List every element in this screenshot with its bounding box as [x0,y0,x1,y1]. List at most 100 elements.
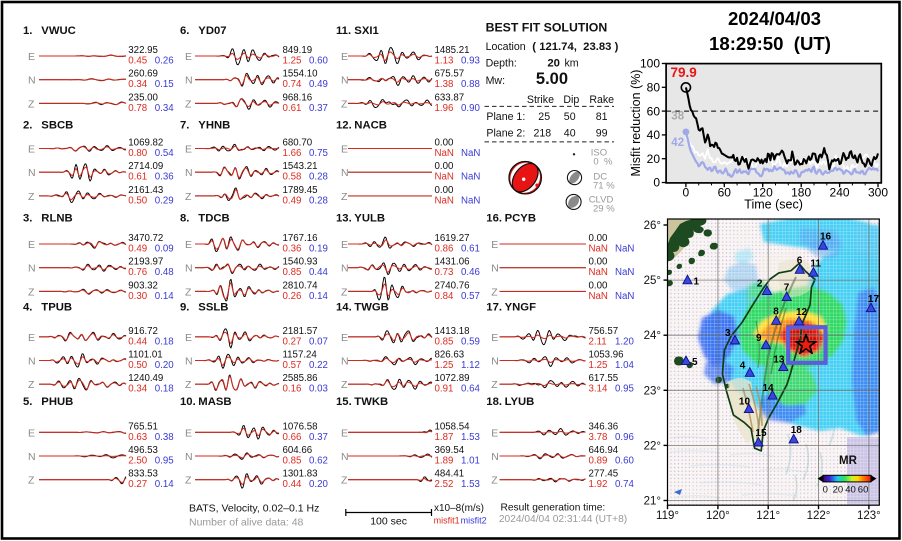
svg-text:Z: Z [341,98,348,110]
svg-text:N: N [341,167,349,179]
svg-text:NaN: NaN [615,291,634,302]
svg-text:756.57: 756.57 [589,326,619,337]
svg-text:N: N [491,356,499,368]
svg-text:2.50: 2.50 [128,456,147,467]
svg-text:1.53: 1.53 [461,479,480,490]
svg-text:122°: 122° [807,510,831,522]
svg-text:2024/04/04 02:31:44 (UT+8): 2024/04/04 02:31:44 (UT+8) [499,514,627,525]
svg-text:240: 240 [830,186,850,200]
svg-text:346.36: 346.36 [589,421,619,432]
svg-text:misfit2: misfit2 [461,516,487,526]
svg-text:7: 7 [784,283,790,294]
svg-text:E: E [341,427,348,439]
svg-text:N: N [185,167,193,179]
svg-text:38: 38 [671,111,684,123]
svg-text:Z: Z [28,475,35,487]
svg-text:8.: 8. [180,213,189,225]
svg-text:Time (sec): Time (sec) [744,198,803,212]
svg-text:80: 80 [647,81,661,95]
svg-text:7.: 7. [180,120,189,132]
svg-text:5: 5 [692,357,698,368]
svg-text:YULB: YULB [354,213,385,225]
svg-text:E: E [491,332,498,344]
svg-text:Z: Z [28,191,35,203]
svg-text:0.84: 0.84 [435,291,454,302]
svg-text:NaN: NaN [461,195,480,206]
svg-text:0.93: 0.93 [461,56,480,67]
svg-text:0.00: 0.00 [435,185,454,196]
svg-text:1053.96: 1053.96 [589,350,624,361]
svg-text:1540.93: 1540.93 [283,257,318,268]
svg-text:LYUB: LYUB [505,396,535,408]
svg-text:0.49: 0.49 [128,244,147,255]
svg-text:2.11: 2.11 [589,336,607,347]
svg-text:E: E [341,144,348,156]
svg-text:646.94: 646.94 [589,445,619,456]
svg-text:YNGF: YNGF [505,302,536,314]
svg-text:0.61: 0.61 [128,172,147,183]
svg-text:E: E [185,239,192,251]
svg-text:0: 0 [683,186,690,200]
svg-text:100: 100 [640,57,660,71]
svg-text:1413.18: 1413.18 [435,326,470,337]
svg-text:VWUC: VWUC [41,25,76,37]
svg-text:N: N [341,451,349,463]
svg-text:1076.58: 1076.58 [283,421,318,432]
svg-text:1.01: 1.01 [461,456,480,467]
svg-text:0.28: 0.28 [309,195,328,206]
svg-text:1554.10: 1554.10 [283,69,319,80]
svg-text:0.34: 0.34 [128,79,147,90]
svg-text:119°: 119° [656,510,679,522]
svg-text:180: 180 [791,186,811,200]
svg-text:Z: Z [185,191,192,203]
svg-text:1.96: 1.96 [435,103,454,114]
svg-text:NaN: NaN [461,148,480,159]
svg-text:0.37: 0.37 [309,432,328,443]
svg-text:2.52: 2.52 [435,479,454,490]
svg-text:11: 11 [810,258,821,269]
svg-text:1485.21: 1485.21 [435,45,470,56]
svg-text:0.00: 0.00 [589,233,608,244]
svg-text:13: 13 [773,355,785,366]
svg-text:1767.16: 1767.16 [283,233,318,244]
svg-text:765.51: 765.51 [128,421,158,432]
svg-text:0.18: 0.18 [155,384,174,395]
svg-text:0.61: 0.61 [461,244,480,255]
svg-text:3: 3 [725,328,731,339]
svg-text:8: 8 [773,306,779,317]
svg-text:40: 40 [564,128,576,140]
svg-text:0.89: 0.89 [589,456,608,467]
svg-text:2714.09: 2714.09 [128,161,163,172]
svg-text:123°: 123° [857,510,881,522]
svg-text:2.: 2. [23,120,32,132]
svg-text:0.75: 0.75 [309,148,328,159]
svg-text:4: 4 [740,360,746,371]
svg-text:0.45: 0.45 [128,56,147,67]
svg-text:0.88: 0.88 [461,79,480,90]
svg-text:YD07: YD07 [198,25,226,37]
svg-text:50: 50 [564,111,576,123]
svg-text:Z: Z [185,98,192,110]
svg-text:0.60: 0.60 [615,456,634,467]
svg-text:0.15: 0.15 [155,79,174,90]
svg-text:916.72: 916.72 [128,326,158,337]
svg-text:0.18: 0.18 [155,336,174,347]
svg-text:0.64: 0.64 [461,384,480,395]
svg-text:0.54: 0.54 [155,148,174,159]
svg-text:15.: 15. [336,396,352,408]
svg-text:N: N [28,75,36,87]
svg-text:N: N [491,263,499,275]
svg-text:826.63: 826.63 [435,350,465,361]
svg-text:0.95: 0.95 [155,456,174,467]
svg-text:E: E [28,144,35,156]
svg-text:N: N [28,263,36,275]
svg-text:60: 60 [718,186,732,200]
svg-text:0.14: 0.14 [155,479,174,490]
svg-text:10.: 10. [180,396,196,408]
svg-text:TWKB: TWKB [354,396,388,408]
svg-text:0.57: 0.57 [283,360,302,371]
svg-text:N: N [341,356,349,368]
svg-text:14.: 14. [336,302,352,314]
svg-text:Z: Z [341,286,348,298]
svg-text:322.95: 322.95 [128,45,158,56]
